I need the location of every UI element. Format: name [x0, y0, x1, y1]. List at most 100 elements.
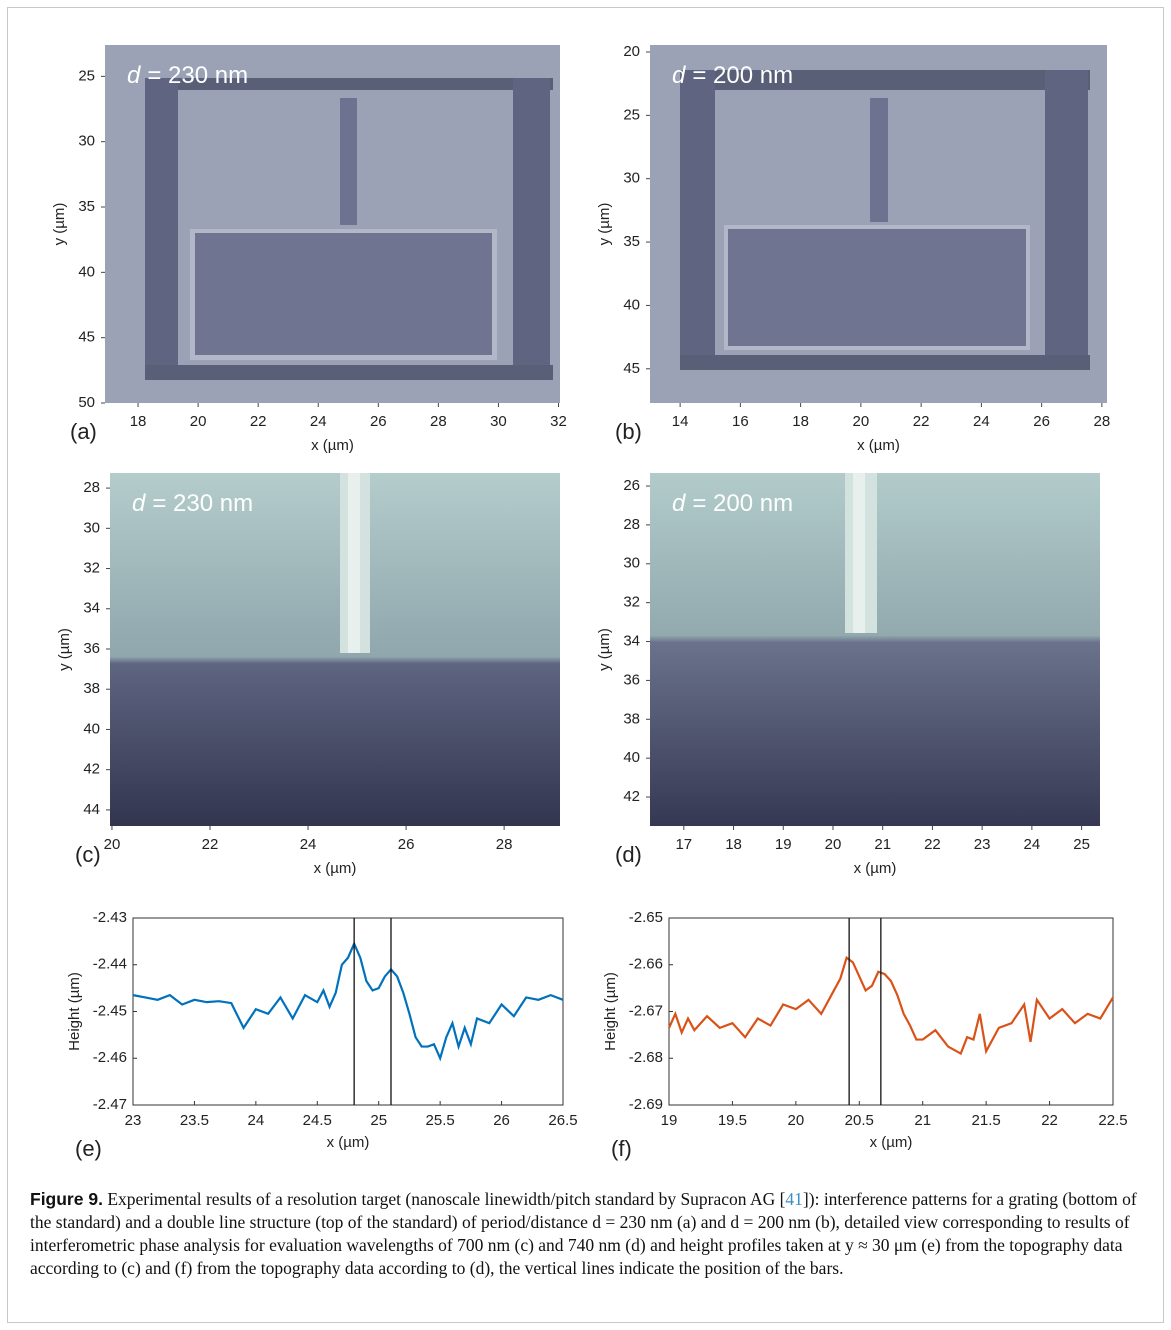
y-tick-label: -2.45 — [93, 1002, 127, 1019]
annotation-text: = 230 nm — [152, 490, 253, 517]
x-tick-label: 22.5 — [1098, 1112, 1127, 1129]
y-tick-label: 32 — [623, 594, 640, 611]
y-tick-label: 50 — [78, 394, 95, 411]
y-tick-label: 30 — [83, 519, 100, 536]
caption: Figure 9. Experimental results of a reso… — [30, 1188, 1140, 1280]
x-tick-label: 22 — [1041, 1112, 1058, 1129]
y-tick-label: -2.65 — [629, 909, 663, 926]
y-tick-label: -2.69 — [629, 1096, 663, 1113]
image-feature — [870, 98, 888, 222]
y-tick-label: 36 — [623, 671, 640, 688]
y-tick-label: 42 — [83, 761, 100, 778]
x-tick-label: 24.5 — [303, 1112, 332, 1129]
x-tick-label: 28 — [1094, 413, 1111, 430]
image-feature — [145, 78, 553, 90]
y-tick-label: -2.43 — [93, 909, 127, 926]
image-feature — [145, 78, 178, 380]
y-tick-label: 45 — [78, 329, 95, 346]
x-tick-label: 18 — [130, 413, 147, 430]
image-feature — [680, 70, 715, 370]
y-tick-label: 32 — [83, 560, 100, 577]
annotation-symbol: d — [672, 490, 686, 517]
image-feature — [728, 229, 1026, 346]
y-tick-label: 20 — [623, 43, 640, 60]
y-tick-label: 34 — [623, 632, 640, 649]
image-annotation: d = 200 nm — [672, 62, 793, 89]
image-feature — [195, 233, 492, 355]
x-tick-label: 18 — [725, 836, 742, 853]
y-tick-label: 30 — [623, 170, 640, 187]
panel-label: (f) — [611, 1136, 632, 1161]
x-tick-label: 23.5 — [180, 1112, 209, 1129]
x-tick-label: 32 — [550, 413, 567, 430]
annotation-text: = 200 nm — [692, 490, 793, 517]
x-tick-label: 28 — [496, 836, 513, 853]
panel-label: (c) — [75, 842, 101, 867]
y-tick-label: 44 — [83, 801, 100, 818]
image-annotation: d = 230 nm — [127, 62, 248, 89]
y-tick-label: 28 — [623, 516, 640, 533]
y-axis-label: y (µm) — [596, 203, 613, 246]
x-tick-label: 25.5 — [426, 1112, 455, 1129]
caption-ref[interactable]: 41 — [785, 1189, 803, 1209]
x-tick-label: 24 — [310, 413, 327, 430]
y-tick-label: 38 — [623, 710, 640, 727]
y-tick-label: 25 — [623, 106, 640, 123]
data-line — [667, 955, 1114, 1056]
x-tick-label: 26 — [370, 413, 387, 430]
y-axis-label: y (µm) — [56, 628, 73, 671]
x-tick-label: 20.5 — [845, 1112, 874, 1129]
x-tick-label: 21 — [914, 1112, 931, 1129]
annotation-symbol: d — [127, 62, 141, 89]
y-axis-label: y (µm) — [596, 628, 613, 671]
x-tick-label: 25 — [1073, 836, 1090, 853]
y-tick-label: 25 — [78, 67, 95, 84]
x-axis-label: x (µm) — [854, 860, 897, 877]
y-tick-label: 40 — [623, 749, 640, 766]
x-tick-label: 14 — [672, 413, 689, 430]
x-tick-label: 26 — [493, 1112, 510, 1129]
y-tick-label: -2.47 — [93, 1096, 127, 1113]
x-tick-label: 22 — [924, 836, 941, 853]
image-feature — [1045, 70, 1088, 370]
x-tick-label: 22 — [913, 413, 930, 430]
caption-label: Figure 9. — [30, 1189, 103, 1209]
image-annotation: d = 200 nm — [672, 490, 793, 517]
y-tick-label: -2.67 — [629, 1002, 663, 1019]
y-tick-label: 38 — [83, 680, 100, 697]
image-annotation: d = 230 nm — [132, 490, 253, 517]
x-tick-label: 20 — [788, 1112, 805, 1129]
x-axis-label: x (µm) — [311, 437, 354, 454]
annotation-text: = 230 nm — [147, 62, 248, 89]
x-tick-label: 24 — [248, 1112, 265, 1129]
annotation-symbol: d — [132, 490, 146, 517]
x-axis-label: x (µm) — [870, 1134, 913, 1151]
image-feature — [513, 78, 550, 380]
y-tick-label: 35 — [78, 198, 95, 215]
x-tick-label: 19.5 — [718, 1112, 747, 1129]
x-tick-label: 21.5 — [972, 1112, 1001, 1129]
x-tick-label: 26 — [398, 836, 415, 853]
plot-frame — [132, 917, 564, 1106]
x-tick-label: 24 — [1024, 836, 1041, 853]
y-tick-label: 34 — [83, 600, 100, 617]
panel-label: (d) — [615, 842, 642, 867]
x-tick-label: 26.5 — [548, 1112, 577, 1129]
x-tick-label: 22 — [202, 836, 219, 853]
annotation-symbol: d — [672, 62, 686, 89]
plot-frame — [668, 917, 1114, 1106]
panel-label: (b) — [615, 419, 642, 444]
image-feature — [145, 365, 553, 380]
x-tick-label: 17 — [675, 836, 692, 853]
y-tick-label: 40 — [623, 296, 640, 313]
y-tick-label: 30 — [623, 555, 640, 572]
x-tick-label: 24 — [300, 836, 317, 853]
x-axis-label: x (µm) — [857, 437, 900, 454]
x-tick-label: 23 — [974, 836, 991, 853]
x-axis-label: x (µm) — [314, 860, 357, 877]
y-tick-label: 40 — [83, 720, 100, 737]
y-tick-label: 42 — [623, 788, 640, 805]
image-feature — [348, 473, 360, 653]
y-tick-label: 36 — [83, 640, 100, 657]
x-tick-label: 22 — [250, 413, 267, 430]
